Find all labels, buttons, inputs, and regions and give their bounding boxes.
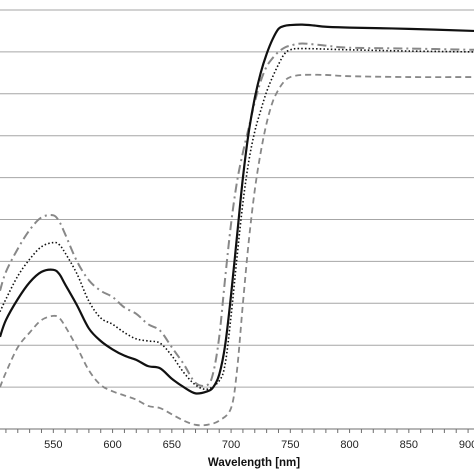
x-tick-label: 850 [400, 439, 418, 451]
series-line-dash-dot [0, 42, 474, 388]
x-tick-label: 650 [163, 439, 181, 451]
x-tick-label: 550 [44, 439, 62, 451]
series-line-solid [0, 23, 474, 395]
x-tick-label: 750 [281, 439, 299, 451]
x-axis-title: Wavelength [nm] [208, 457, 300, 469]
series-group [0, 23, 474, 427]
gridlines [0, 9, 474, 430]
x-tick-label: 700 [222, 439, 240, 451]
series-line-dotted [0, 47, 474, 391]
x-tick-label: 600 [103, 439, 121, 451]
x-tick-label: 800 [340, 439, 358, 451]
x-tick-label: 900 [459, 439, 474, 451]
x-axis: 550 600 650 700 750 800 850 900 [0, 428, 474, 451]
series-line-dashed [0, 73, 474, 427]
